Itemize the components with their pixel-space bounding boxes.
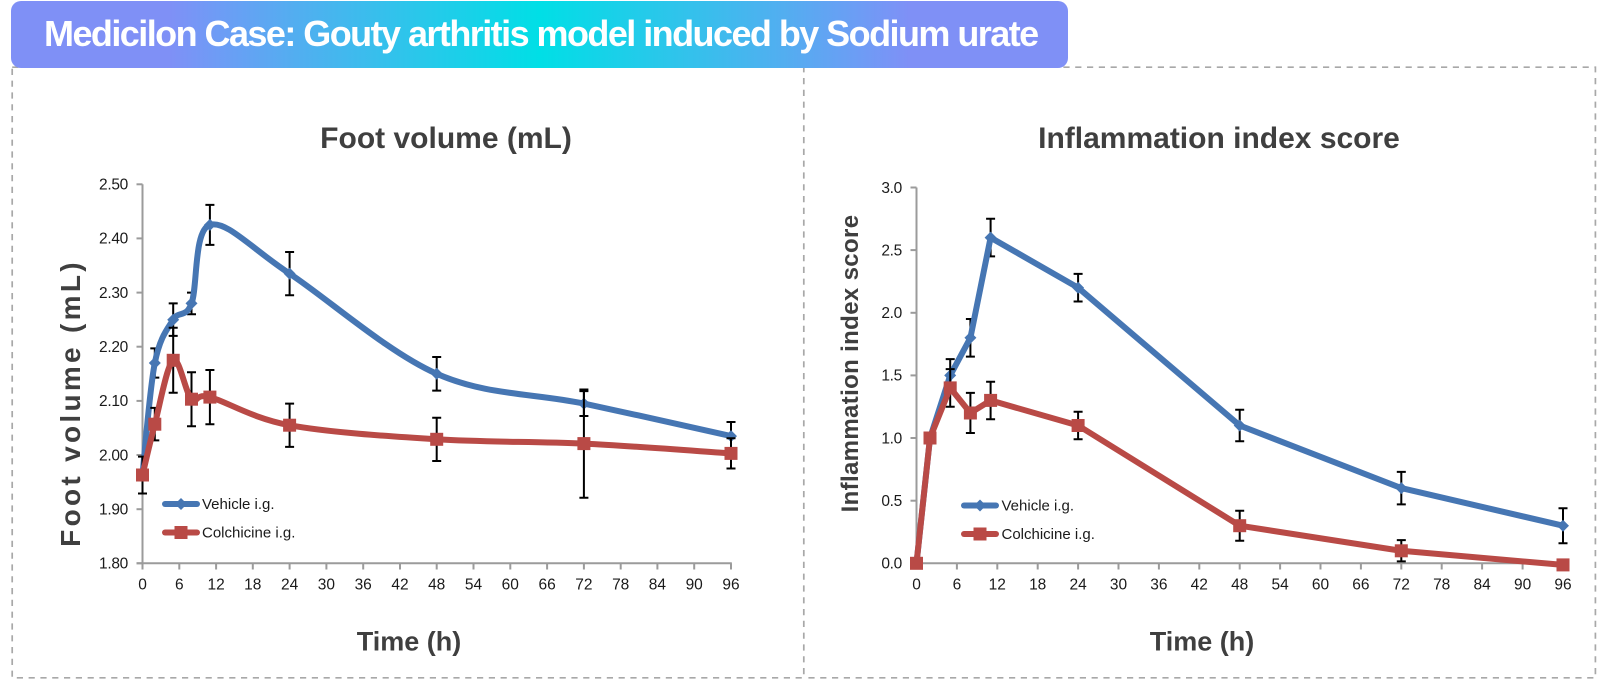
svg-text:30: 30 [1110,577,1128,594]
svg-text:66: 66 [538,577,555,594]
svg-text:90: 90 [686,577,704,594]
svg-text:48: 48 [428,577,445,594]
svg-text:90: 90 [1514,577,1532,594]
svg-text:12: 12 [207,577,224,594]
svg-text:1.80: 1.80 [99,556,129,573]
svg-text:84: 84 [1473,577,1491,594]
svg-text:78: 78 [612,577,629,594]
svg-text:96: 96 [722,577,739,594]
svg-text:Vehicle i.g.: Vehicle i.g. [1002,498,1075,515]
svg-text:6: 6 [953,577,962,594]
svg-text:Foot volume (mL): Foot volume (mL) [55,259,86,547]
svg-text:36: 36 [1150,577,1167,594]
svg-text:Colchicine i.g.: Colchicine i.g. [1002,526,1095,543]
svg-text:6: 6 [175,577,184,594]
svg-text:72: 72 [1393,577,1410,594]
svg-text:54: 54 [1271,577,1289,594]
svg-text:66: 66 [1352,577,1369,594]
svg-text:18: 18 [1029,577,1046,594]
svg-text:0.5: 0.5 [881,493,902,510]
svg-text:60: 60 [1312,577,1330,594]
svg-text:Time (h): Time (h) [357,627,462,657]
svg-text:36: 36 [355,577,372,594]
svg-text:2.50: 2.50 [99,177,129,194]
svg-text:48: 48 [1231,577,1248,594]
svg-text:0: 0 [912,577,921,594]
svg-text:78: 78 [1433,577,1450,594]
svg-text:0.0: 0.0 [881,556,902,573]
svg-text:42: 42 [391,577,408,594]
svg-text:0: 0 [138,577,147,594]
svg-text:1.0: 1.0 [881,430,902,447]
svg-text:1.90: 1.90 [99,502,129,519]
svg-text:2.30: 2.30 [99,285,129,302]
svg-text:Inflammation index score: Inflammation index score [837,215,864,513]
svg-text:2.40: 2.40 [99,231,129,248]
svg-text:2.00: 2.00 [99,447,129,464]
svg-text:2.20: 2.20 [99,339,129,356]
svg-text:3.0: 3.0 [881,180,902,197]
svg-text:24: 24 [281,577,299,594]
svg-text:24: 24 [1069,577,1087,594]
svg-text:84: 84 [649,577,667,594]
svg-text:Foot volume (mL): Foot volume (mL) [320,122,572,155]
svg-text:18: 18 [244,577,261,594]
svg-text:2.0: 2.0 [881,305,902,322]
svg-text:54: 54 [465,577,483,594]
svg-text:2.5: 2.5 [881,242,902,259]
svg-text:1.5: 1.5 [881,368,902,385]
svg-text:60: 60 [502,577,520,594]
svg-text:12: 12 [989,577,1006,594]
svg-text:Time (h): Time (h) [1150,627,1255,657]
svg-text:Vehicle i.g.: Vehicle i.g. [202,496,275,513]
svg-text:2.10: 2.10 [99,393,129,410]
svg-text:Colchicine i.g.: Colchicine i.g. [202,525,295,542]
svg-text:72: 72 [575,577,592,594]
svg-text:42: 42 [1191,577,1208,594]
svg-text:Inflammation index score: Inflammation index score [1038,122,1400,155]
svg-text:30: 30 [318,577,336,594]
svg-text:96: 96 [1554,577,1571,594]
